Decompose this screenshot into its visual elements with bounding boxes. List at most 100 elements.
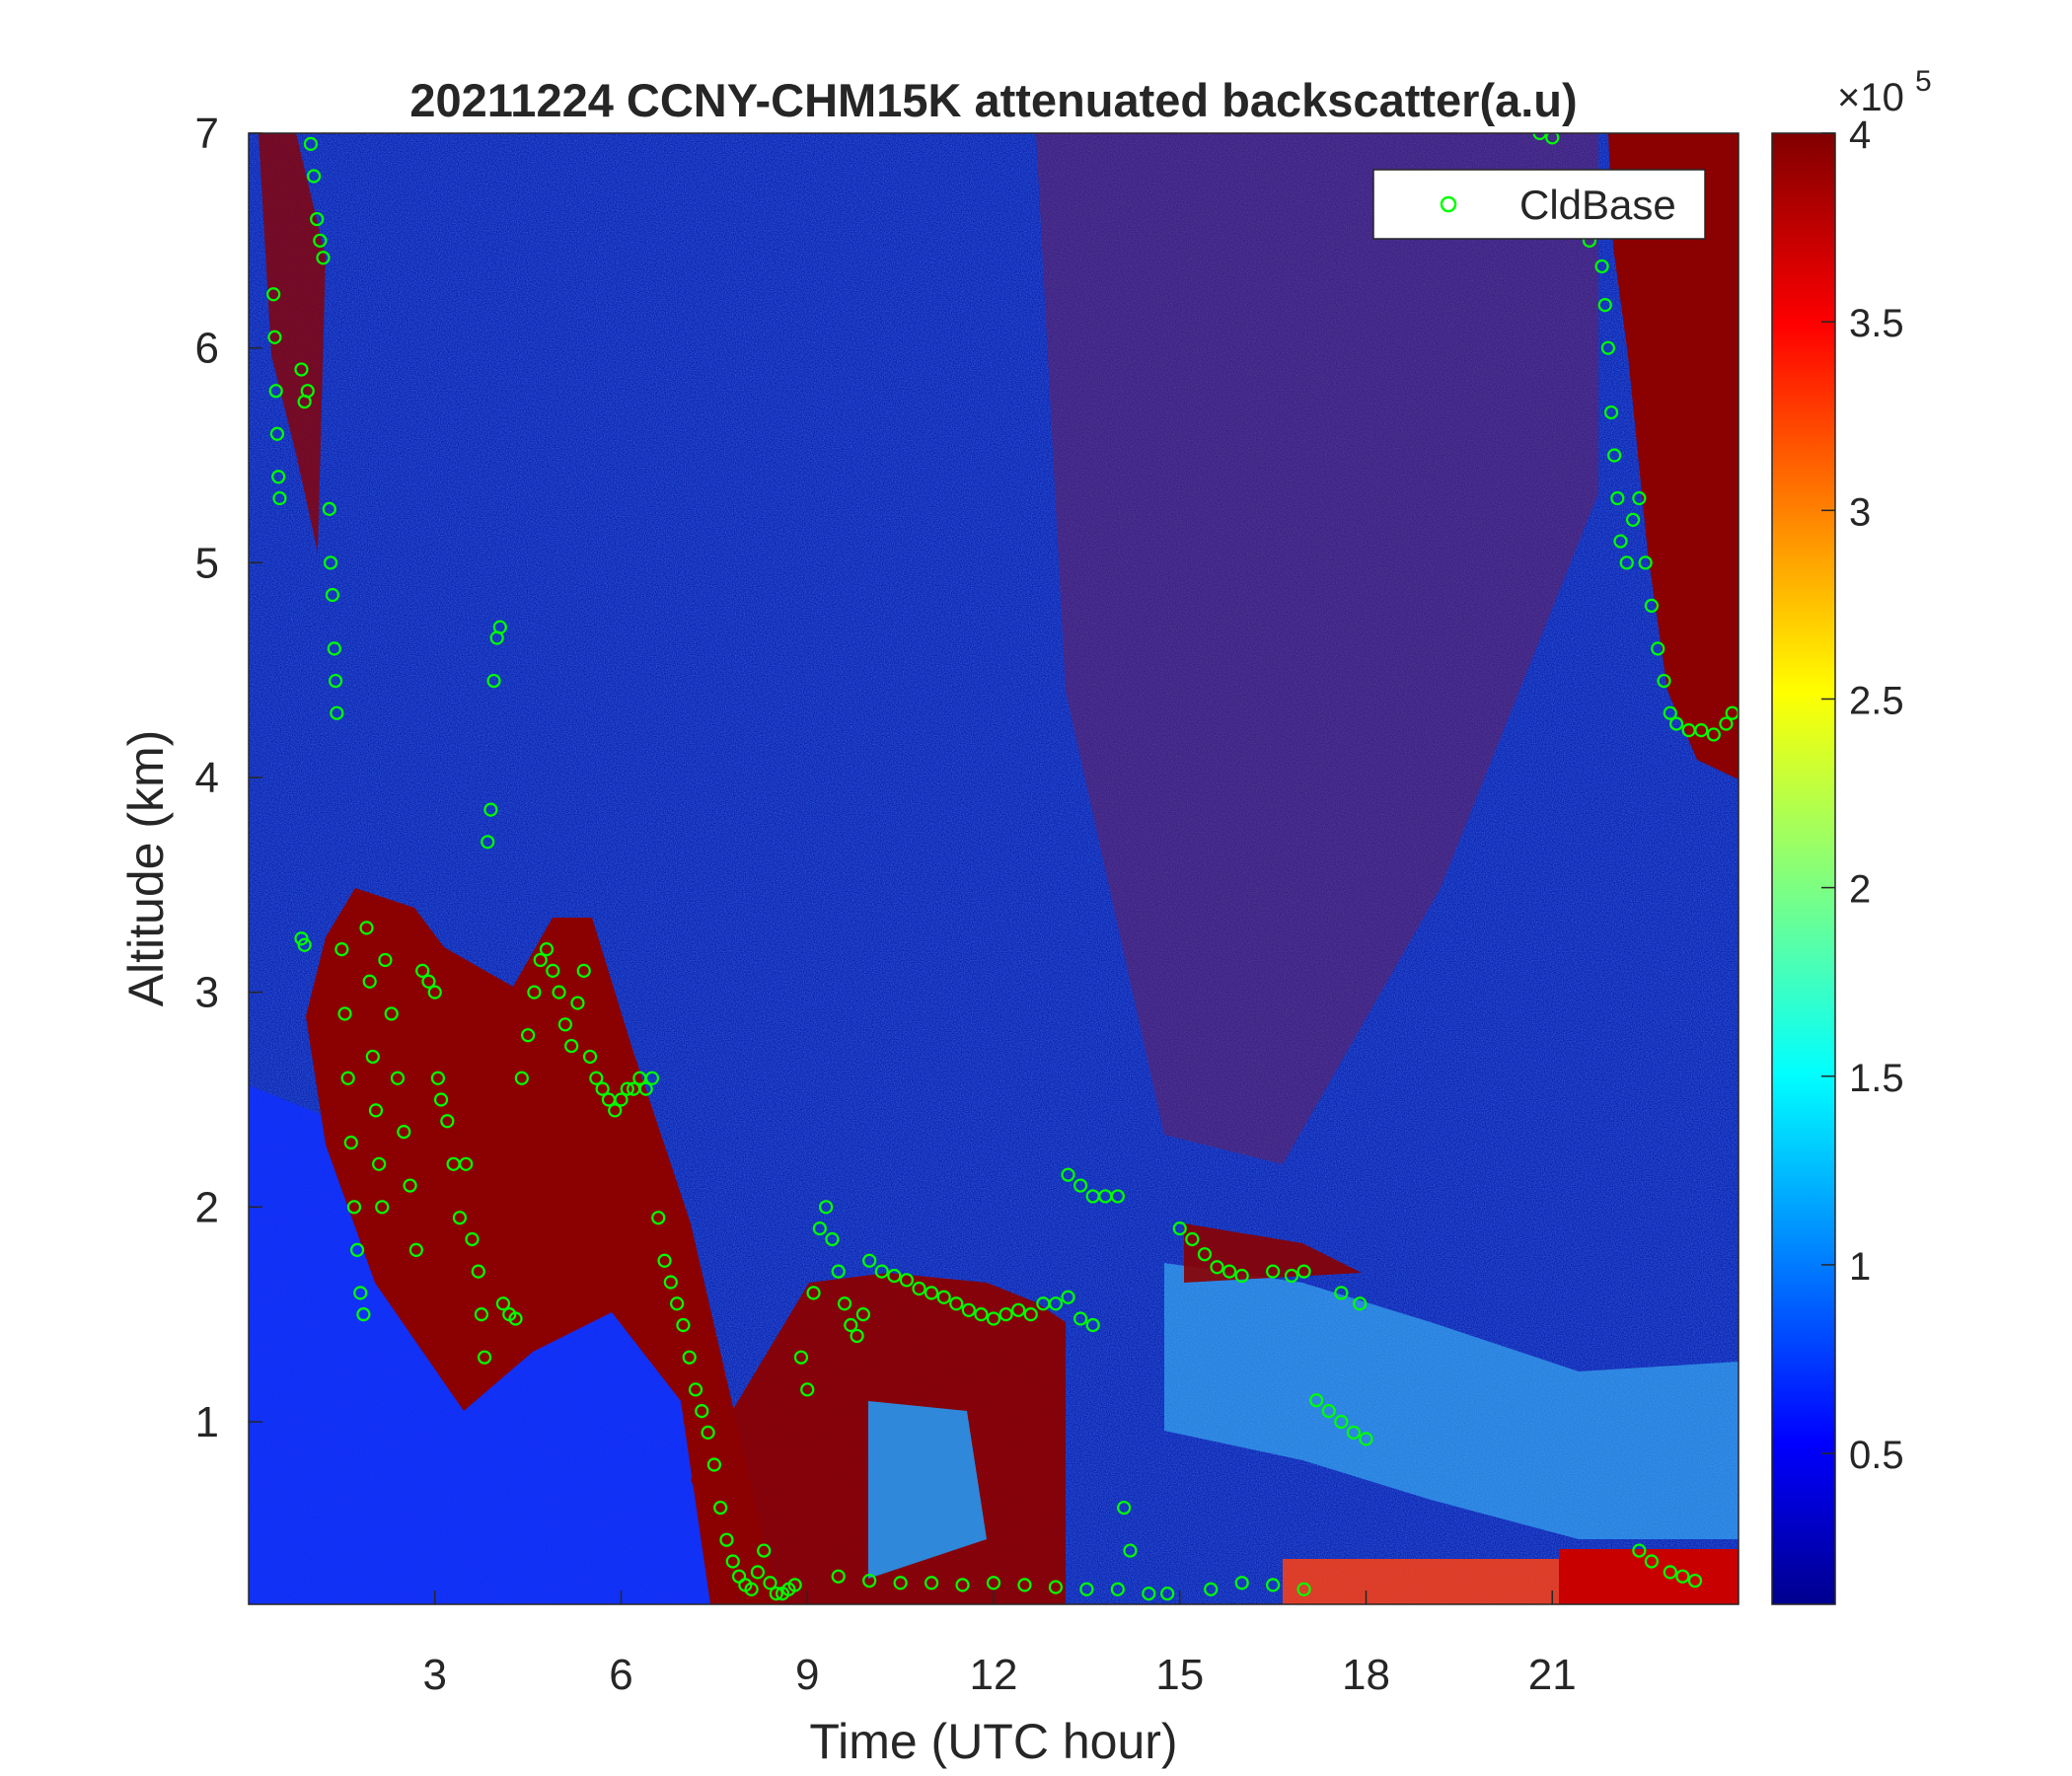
- cldbase-point: [1353, 1296, 1368, 1311]
- cldbase-point: [316, 251, 331, 265]
- cldbase-point: [1706, 727, 1721, 742]
- x-tick-label: 3: [423, 1651, 447, 1699]
- cldbase-point: [1632, 1543, 1647, 1558]
- cldbase-point: [701, 1425, 715, 1440]
- cldbase-point: [1185, 1231, 1200, 1247]
- cldbase-point: [297, 937, 312, 952]
- cldbase-point: [831, 1264, 846, 1279]
- cldbase-point: [949, 1296, 964, 1311]
- x-axis: 3 6 9 12 15 18 21: [423, 1591, 1577, 1699]
- cldbase-point: [986, 1576, 1001, 1591]
- cldbase-point: [546, 963, 560, 978]
- cldbase-point: [527, 985, 542, 999]
- cldbase-point: [533, 952, 548, 968]
- cldbase-point: [757, 1543, 772, 1558]
- cldbase-point: [924, 1286, 939, 1300]
- cldbase-point: [433, 1092, 449, 1107]
- cldbase-point: [688, 1382, 703, 1397]
- colorbar-tick-label: 3: [1849, 490, 1871, 534]
- cldbase-point: [1607, 448, 1622, 463]
- legend-marker: [1440, 195, 1457, 213]
- cldbase-point: [1613, 534, 1628, 549]
- cldbase-point: [477, 1350, 492, 1365]
- cldbase-point: [1346, 1425, 1362, 1440]
- colorbar: 0.5 1 1.5 2 2.5 3 3.5 4 ×10 5: [1771, 65, 1932, 1605]
- cldbase-point: [582, 1049, 598, 1065]
- cldbase-point: [521, 1028, 536, 1043]
- cldbase-point: [936, 1290, 951, 1304]
- cldbase-point: [806, 1286, 821, 1300]
- cldbase-point: [564, 1038, 579, 1054]
- cldbase-point: [719, 1532, 734, 1547]
- cldbase-point: [1687, 1573, 1703, 1589]
- cldbase-point: [1085, 1317, 1100, 1333]
- cldbase-point: [327, 641, 341, 656]
- cldbase-point: [415, 963, 430, 978]
- colorbar-exponent: ×10 5: [1837, 65, 1932, 119]
- cldbase-point: [595, 1081, 610, 1096]
- cldbase-point: [294, 931, 309, 946]
- cldbase-point: [403, 1178, 417, 1193]
- cldbase-point: [986, 1311, 1001, 1326]
- x-tick-label: 6: [609, 1651, 632, 1699]
- cldbase-point: [570, 996, 585, 1010]
- cldbase-point: [657, 1253, 672, 1268]
- x-tick-label: 15: [1155, 1651, 1204, 1699]
- cldbase-point: [1663, 1565, 1677, 1580]
- cldbase-point: [375, 1200, 390, 1215]
- legend-box: [1372, 169, 1706, 240]
- cldbase-point: [974, 1307, 989, 1322]
- colorbar-tick-label: 0.5: [1849, 1434, 1904, 1477]
- cldbase-point: [1142, 1587, 1156, 1601]
- cldbase-point: [346, 1200, 362, 1215]
- cldbase-point: [800, 1382, 815, 1397]
- cldbase-point: [1204, 1582, 1219, 1596]
- colorbar-tick-label: 1.5: [1849, 1057, 1904, 1100]
- y-axis: 1 2 3 4 5 6 7: [195, 110, 262, 1446]
- cldbase-point: [1638, 555, 1653, 570]
- cldbase-point: [819, 1200, 834, 1215]
- cldbase-point: [1296, 1582, 1311, 1596]
- y-tick-label: 2: [195, 1183, 219, 1231]
- cldbase-point: [576, 963, 591, 978]
- cldbase-point: [844, 1317, 858, 1333]
- cldbase-point: [961, 1302, 976, 1317]
- legend: CldBase: [1372, 169, 1706, 240]
- cldbase-point: [1160, 1587, 1175, 1601]
- cldbase-point: [378, 952, 393, 968]
- cldbase-point: [365, 1049, 380, 1065]
- cldbase-point: [682, 1350, 697, 1365]
- cldbase-point: [362, 974, 377, 989]
- cldbase-point: [695, 1404, 709, 1419]
- cldbase-point: [481, 835, 495, 850]
- cldbase-point: [303, 136, 319, 151]
- cldbase-point: [384, 1006, 399, 1021]
- cldbase-point: [356, 1307, 371, 1322]
- cldbase-point: [337, 1006, 352, 1021]
- cldbase-point: [390, 1071, 406, 1085]
- cldbase-point: [644, 1071, 660, 1085]
- cldbase-point: [850, 1328, 864, 1344]
- cldbase-point: [725, 1554, 740, 1569]
- cldbase-point: [1234, 1268, 1249, 1284]
- cldbase-point: [812, 1221, 827, 1236]
- cldbase-point: [372, 1156, 387, 1171]
- cldbase-point: [1172, 1221, 1187, 1236]
- cldbase-point: [483, 802, 498, 817]
- cldbase-point: [874, 1264, 889, 1279]
- cldbase-point: [343, 1135, 358, 1150]
- cldbase-point: [589, 1071, 604, 1085]
- cldbase-point: [1309, 1393, 1324, 1408]
- cldbase-point: [1359, 1432, 1373, 1446]
- cldbase-point: [638, 1081, 653, 1096]
- cldbase-point: [999, 1307, 1013, 1322]
- x-tick-label: 18: [1342, 1651, 1390, 1699]
- cldbase-point: [552, 985, 566, 999]
- cldbase-point: [306, 169, 322, 184]
- cldbase-point: [430, 1071, 445, 1085]
- cldbase-point: [855, 1307, 870, 1322]
- cldbase-point: [706, 1457, 721, 1472]
- cldbase-point: [1603, 405, 1619, 420]
- colorbar-tick-label: 1: [1849, 1245, 1871, 1289]
- cldbase-point: [1110, 1582, 1125, 1596]
